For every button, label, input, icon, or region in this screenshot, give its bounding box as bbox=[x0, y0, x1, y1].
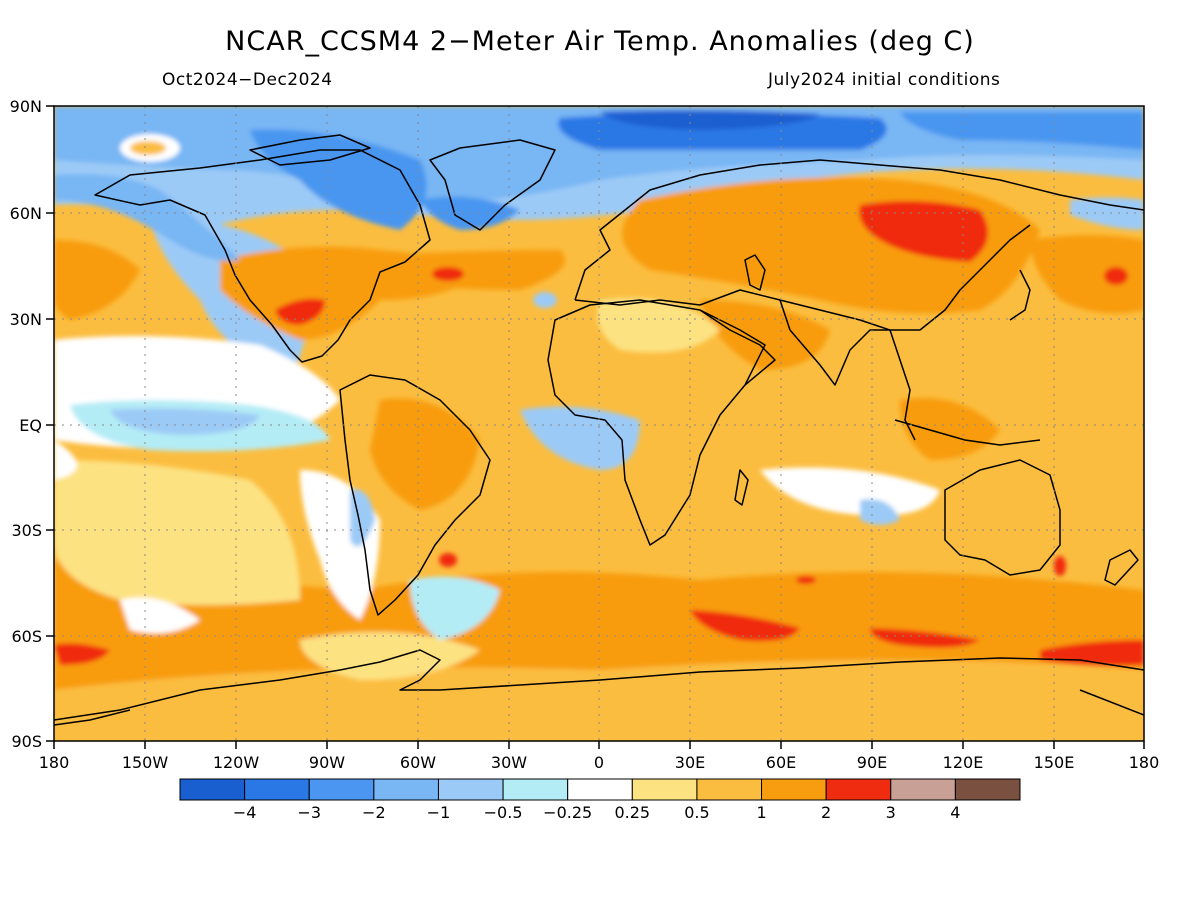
lon-label: 90W bbox=[309, 753, 345, 772]
colorbar-tick-label: −4 bbox=[233, 803, 257, 822]
colorbar bbox=[179, 778, 1021, 801]
lon-label: 180 bbox=[1129, 753, 1160, 772]
lat-label: 30N bbox=[10, 310, 42, 329]
colorbar-swatch bbox=[179, 778, 246, 801]
map-title: NCAR_CCSM4 2−Meter Air Temp. Anomalies (… bbox=[225, 26, 975, 57]
colorbar-swatch bbox=[761, 778, 827, 801]
colorbar-tick-label: 0.5 bbox=[684, 803, 709, 822]
colorbar-tick-label: −0.5 bbox=[484, 803, 523, 822]
colorbar-swatch bbox=[373, 778, 439, 801]
colorbar-swatch bbox=[437, 778, 504, 801]
lon-label: 60W bbox=[400, 753, 436, 772]
lon-label: 120E bbox=[943, 753, 984, 772]
axis-ticks bbox=[46, 105, 1145, 749]
lat-label: EQ bbox=[19, 416, 42, 435]
lon-label: 90E bbox=[857, 753, 887, 772]
colorbar-tick-label: −0.25 bbox=[543, 803, 592, 822]
lat-label: 90S bbox=[11, 732, 42, 751]
coastlines bbox=[54, 134, 1144, 726]
lat-label: 60N bbox=[10, 204, 42, 223]
colorbar-swatch bbox=[696, 778, 763, 801]
colorbar-swatch bbox=[890, 778, 956, 801]
lon-label: 30E bbox=[675, 753, 705, 772]
colorbar-tick-label: 1 bbox=[756, 803, 766, 822]
lon-label: 0 bbox=[594, 753, 604, 772]
colorbar-labels: −4 −3 −2 −1 −0.5 −0.25 0.25 0.5 1 2 3 4 bbox=[233, 803, 961, 822]
lon-label: 180 bbox=[39, 753, 70, 772]
colorbar-swatch bbox=[631, 778, 698, 801]
colorbar-tick-label: −1 bbox=[427, 803, 451, 822]
initial-conditions-label: July2024 initial conditions bbox=[768, 70, 1001, 90]
colorbar-tick-label: −2 bbox=[362, 803, 386, 822]
lon-label: 120W bbox=[213, 753, 260, 772]
latitude-labels: 90N 60N 30N EQ 30S 60S 90S bbox=[10, 97, 42, 751]
colorbar-swatch bbox=[825, 778, 892, 801]
lon-label: 30W bbox=[491, 753, 527, 772]
lat-label: 60S bbox=[11, 627, 42, 646]
anomaly-field bbox=[54, 106, 1144, 741]
colorbar-swatch bbox=[954, 778, 1021, 801]
lon-label: 150E bbox=[1034, 753, 1075, 772]
longitude-labels: 180 150W 120W 90W 60W 30W 0 30E 60E 90E … bbox=[39, 753, 1160, 772]
colorbar-swatch bbox=[567, 778, 633, 801]
lon-label: 60E bbox=[766, 753, 796, 772]
lat-label: 30S bbox=[11, 521, 42, 540]
colorbar-swatch bbox=[244, 778, 310, 801]
forecast-period: Oct2024−Dec2024 bbox=[162, 70, 333, 90]
colorbar-tick-label: 0.25 bbox=[614, 803, 650, 822]
lat-label: 90N bbox=[10, 97, 42, 116]
colorbar-swatch bbox=[308, 778, 375, 801]
colorbar-tick-label: 2 bbox=[821, 803, 831, 822]
colorbar-tick-label: 3 bbox=[886, 803, 896, 822]
colorbar-tick-label: 4 bbox=[950, 803, 960, 822]
colorbar-tick-label: −3 bbox=[297, 803, 321, 822]
graticule bbox=[54, 106, 1144, 741]
colorbar-swatch bbox=[502, 778, 569, 801]
lon-label: 150W bbox=[122, 753, 169, 772]
